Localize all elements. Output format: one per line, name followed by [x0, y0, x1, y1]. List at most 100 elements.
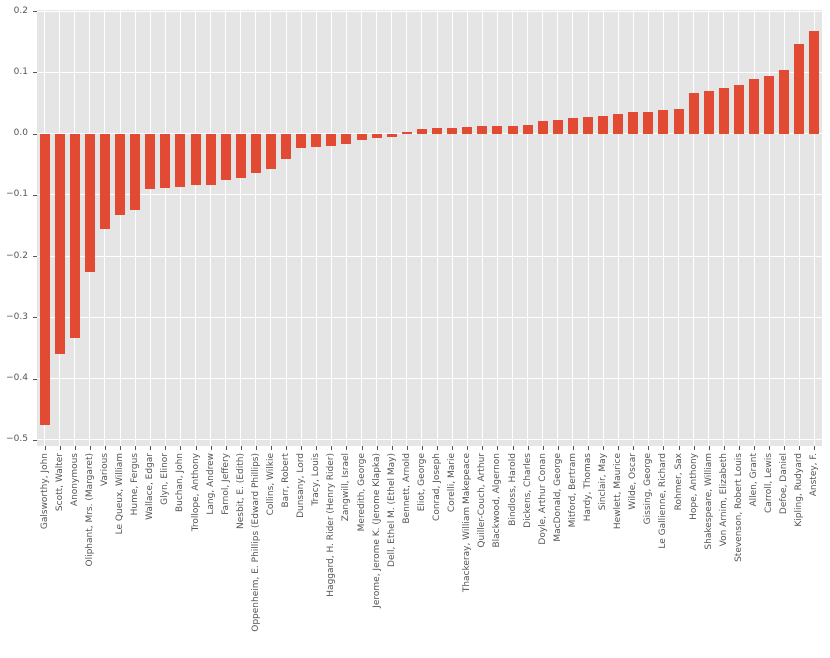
bar: [115, 133, 126, 215]
bar: [598, 115, 609, 134]
x-axis-tick-label: Barr, Robert: [281, 453, 292, 508]
y-tick-mark: [33, 72, 37, 74]
x-axis-tick-label: Oliphant, Mrs. (Margaret): [84, 453, 95, 567]
x-tick-mark: [210, 446, 212, 450]
x-axis-tick-label: Blackwood, Algernon: [492, 453, 503, 548]
y-tick-mark: [33, 256, 37, 258]
v-gridline: [512, 10, 514, 446]
x-tick-mark: [346, 446, 348, 450]
v-gridline: [496, 10, 498, 446]
v-gridline: [708, 10, 710, 446]
v-gridline: [345, 10, 347, 446]
x-axis-tick-label: Zangwill, Israel: [341, 453, 352, 522]
x-axis-tick-label: Scott, Walter: [54, 453, 65, 512]
x-tick-mark: [663, 446, 665, 450]
y-axis-tick-label: 0.2: [13, 5, 28, 16]
x-axis-tick-label: Nesbit, E. (Edith): [235, 453, 246, 529]
v-gridline: [813, 10, 815, 446]
bar: [492, 125, 503, 134]
x-axis-tick-label: Eliot, George: [416, 453, 427, 512]
x-axis-tick-label: Anonymous: [69, 453, 80, 507]
bar: [69, 133, 80, 338]
x-axis-tick-label: Stevenson, Robert Louis: [733, 453, 744, 562]
x-tick-mark: [572, 446, 574, 450]
bar: [733, 84, 744, 134]
x-tick-mark: [421, 446, 423, 450]
x-axis-tick-label: Hope, Anthony: [688, 453, 699, 520]
x-axis-tick-label: Allen, Grant: [749, 453, 760, 507]
x-tick-mark: [391, 446, 393, 450]
bar: [311, 133, 322, 148]
v-gridline: [285, 10, 287, 446]
x-tick-mark: [678, 446, 680, 450]
v-gridline: [195, 10, 196, 446]
v-gridline: [542, 10, 544, 446]
v-gridline: [270, 10, 272, 446]
x-tick-mark: [603, 446, 605, 450]
v-gridline: [119, 10, 121, 446]
bar: [477, 126, 488, 134]
x-tick-mark: [59, 446, 61, 450]
y-tick-mark: [33, 11, 37, 13]
v-gridline: [210, 10, 212, 446]
x-tick-mark: [104, 446, 106, 450]
v-gridline: [632, 10, 634, 446]
bar: [190, 133, 201, 186]
bar: [281, 133, 292, 159]
bar: [552, 119, 563, 134]
x-axis-tick-label: Doyle, Arthur Conan: [537, 453, 548, 545]
x-tick-mark: [74, 446, 76, 450]
bar: [84, 133, 95, 273]
bar: [39, 133, 50, 425]
x-tick-mark: [165, 446, 167, 450]
x-tick-mark: [44, 446, 46, 450]
x-tick-mark: [633, 446, 635, 450]
x-tick-mark: [467, 446, 469, 450]
x-tick-mark: [648, 446, 650, 450]
x-tick-mark: [301, 446, 303, 450]
x-tick-mark: [240, 446, 242, 450]
bar: [432, 128, 443, 134]
x-tick-mark: [512, 446, 514, 450]
bar: [447, 127, 458, 134]
v-gridline: [421, 10, 423, 446]
x-axis-tick-label: Dickens, Charles: [522, 453, 533, 528]
x-tick-mark: [618, 446, 620, 450]
x-tick-mark: [482, 446, 484, 450]
plot-area: [37, 10, 822, 446]
h-gridline: [37, 10, 822, 12]
y-axis-tick-label: −0.3: [6, 311, 28, 322]
bar: [416, 128, 427, 134]
v-gridline: [225, 10, 227, 446]
v-gridline: [753, 10, 755, 446]
v-gridline: [164, 10, 166, 446]
x-tick-mark: [784, 446, 786, 450]
x-tick-mark: [754, 446, 756, 450]
bar: [794, 44, 805, 134]
y-axis-tick-label: −0.1: [6, 189, 28, 200]
x-tick-mark: [437, 446, 439, 450]
bar: [583, 117, 593, 134]
x-tick-mark: [89, 446, 91, 450]
x-tick-mark: [195, 446, 197, 450]
x-tick-mark: [557, 446, 559, 450]
x-axis-tick-label: Meredith, George: [356, 453, 367, 532]
bar: [764, 76, 775, 134]
h-gridline: [37, 378, 822, 380]
v-gridline: [662, 10, 664, 446]
v-gridline: [179, 10, 181, 446]
v-gridline: [436, 10, 438, 446]
x-axis-tick-label: Hardy, Thomas: [583, 453, 593, 522]
x-axis-tick-label: Glyn, Elinor: [160, 453, 171, 505]
x-axis-tick-label: Shakespeare, William: [703, 453, 714, 550]
v-gridline: [617, 10, 619, 446]
y-axis-tick-label: −0.4: [6, 373, 28, 384]
v-gridline: [134, 10, 136, 446]
v-gridline: [798, 10, 800, 446]
x-axis-tick-label: Le Gallienne, Richard: [658, 453, 669, 549]
y-tick-mark: [33, 439, 37, 441]
h-gridline: [37, 71, 822, 73]
h-gridline: [37, 316, 822, 318]
bar: [250, 133, 261, 173]
